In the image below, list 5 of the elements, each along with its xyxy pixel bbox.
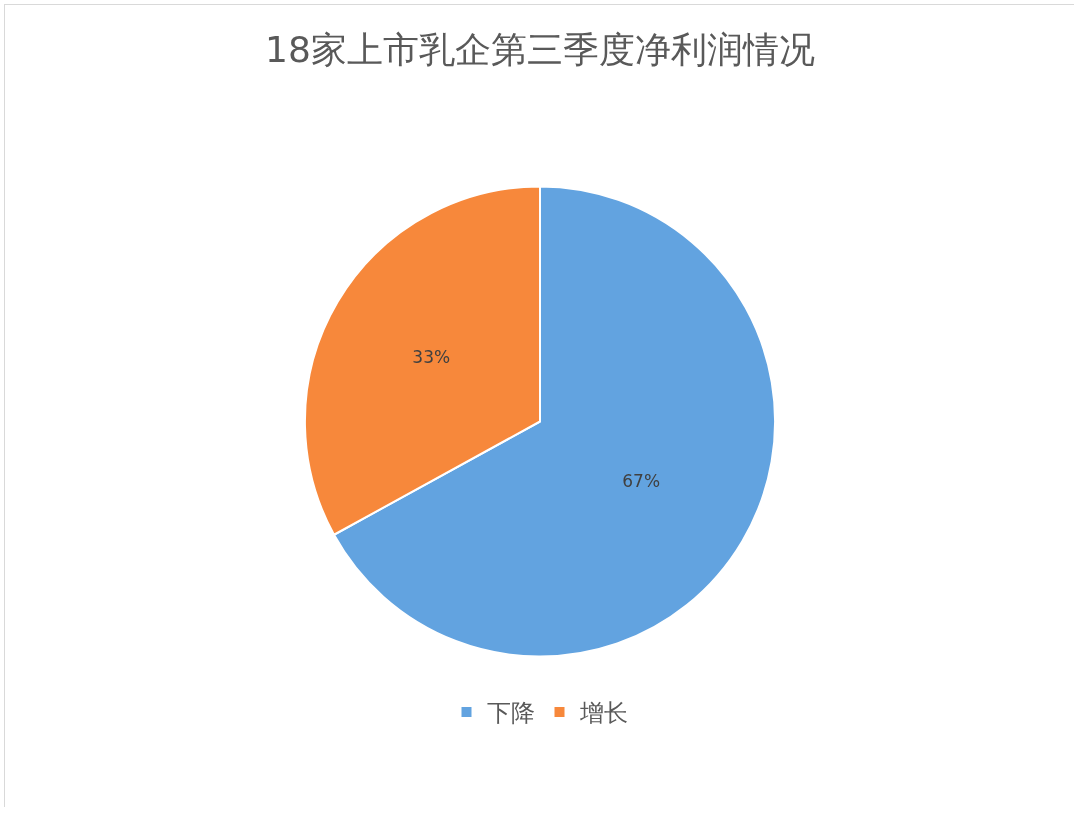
legend-label: 增长 — [578, 699, 628, 728]
data-label: 33% — [412, 347, 451, 368]
chart-title: 18家上市乳企第三季度净利润情况 — [265, 29, 815, 71]
data-label: 67% — [622, 471, 661, 492]
legend-label: 下降 — [486, 699, 535, 728]
